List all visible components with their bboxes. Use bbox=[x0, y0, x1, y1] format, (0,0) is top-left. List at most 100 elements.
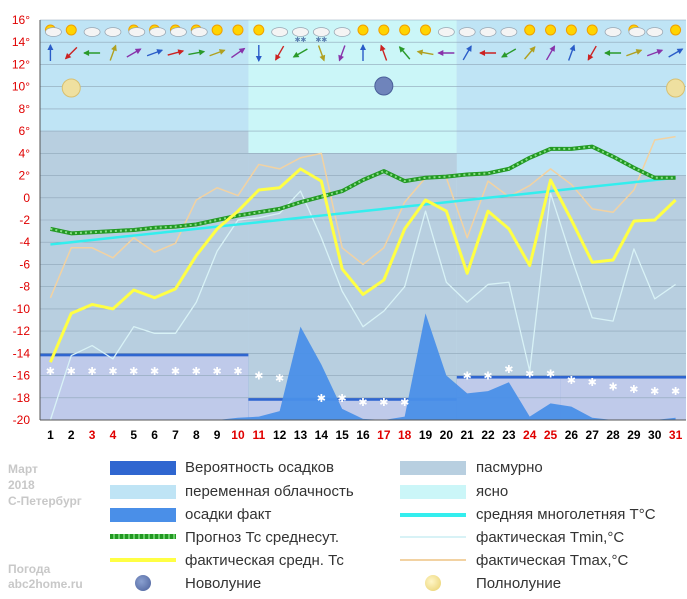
snow-marker: ✱ bbox=[358, 396, 367, 409]
wind-arrow-head bbox=[292, 51, 300, 58]
wind-arrow-icon bbox=[479, 50, 497, 56]
forecast-line-dots bbox=[50, 145, 676, 235]
snow-icon: ✱✱ bbox=[295, 36, 307, 44]
sun-icon bbox=[378, 24, 390, 36]
x-tick-label: 24 bbox=[523, 428, 537, 442]
norm-line bbox=[50, 176, 676, 246]
x-tick-label: 11 bbox=[252, 428, 265, 442]
x-tick-label: 7 bbox=[172, 428, 179, 442]
wind-arrow-head bbox=[656, 49, 664, 55]
snow-marker: ✱ bbox=[338, 392, 347, 405]
snow-marker: ✱ bbox=[213, 365, 222, 378]
wind-arrow-icon bbox=[646, 49, 664, 57]
x-tick-label: 12 bbox=[273, 428, 287, 442]
wind-arrow-head bbox=[479, 50, 486, 56]
legend-swatch-overcast bbox=[400, 461, 466, 475]
wind-arrow-head bbox=[198, 49, 206, 56]
full-moon-icon bbox=[666, 78, 686, 98]
sun-icon bbox=[565, 24, 577, 36]
cloud-icon bbox=[312, 27, 330, 37]
snow-marker: ✱ bbox=[546, 367, 555, 380]
x-tick-label: 3 bbox=[89, 428, 96, 442]
x-tick-label: 18 bbox=[398, 428, 412, 442]
cloud-icon bbox=[190, 27, 208, 37]
sun-icon bbox=[420, 24, 432, 36]
legend-label-variable: переменная облачность bbox=[185, 483, 354, 500]
y-tick-label: 2° bbox=[19, 169, 31, 183]
sun-icon bbox=[670, 24, 682, 36]
wind-arrow-icon bbox=[47, 44, 54, 61]
sun-icon bbox=[545, 24, 557, 36]
snow-marker: ✱ bbox=[608, 381, 617, 394]
snow-marker: ✱ bbox=[504, 363, 513, 376]
x-tick-label: 17 bbox=[377, 428, 391, 442]
legend-swatch-clear bbox=[400, 485, 466, 499]
full-moon-icon bbox=[61, 78, 81, 98]
y-tick-label: -8 bbox=[19, 280, 30, 294]
legend-swatch-precip-prob bbox=[110, 461, 176, 475]
actual-avg-line bbox=[49, 167, 677, 363]
cloud-icon bbox=[83, 27, 101, 37]
y-tick-label: 10° bbox=[12, 80, 30, 94]
weather-chart: ✱ ✱ ✱ ✱ ✱ ✱ ✱ ✱ ✱ ✱ ✱ ✱✱ ✱ ✱ ✱ ✱✱ ✱✱ ✱ ✱✱ ✱ ✱ ✱ ✱ ✱✱✱ ✱✱16°14°12… bbox=[12, 13, 686, 442]
cloud-icon bbox=[170, 27, 187, 37]
x-tick-label: 30 bbox=[648, 428, 662, 442]
legend-swatch-tmin bbox=[400, 536, 466, 538]
wind-arrow-head bbox=[604, 50, 611, 56]
legend-swatch-actual-avg bbox=[110, 558, 176, 562]
wind-arrow-icon bbox=[126, 48, 142, 58]
y-tick-label: 8° bbox=[19, 102, 31, 116]
x-tick-label: 9 bbox=[214, 428, 221, 442]
sun-icon bbox=[253, 24, 265, 36]
wind-arrow-head bbox=[275, 54, 281, 61]
caption-month: Март bbox=[8, 462, 38, 476]
legend-label-actual-avg: фактическая средн. Тс bbox=[185, 552, 344, 569]
y-tick-label: 0 bbox=[23, 191, 30, 205]
cloud-icon bbox=[45, 27, 62, 37]
cloud-icon bbox=[128, 27, 146, 37]
x-tick-label: 23 bbox=[502, 428, 516, 442]
cloud-icon bbox=[271, 27, 289, 37]
cloud-icon bbox=[628, 27, 646, 37]
wind-arrow-icon bbox=[360, 44, 366, 61]
wind-arrow-icon bbox=[317, 45, 326, 62]
cloud-icon bbox=[500, 27, 518, 37]
sun-icon bbox=[232, 24, 244, 36]
wind-arrow-icon bbox=[398, 46, 411, 60]
precip-probability-fill bbox=[40, 356, 249, 420]
x-tick-label: 2 bbox=[68, 428, 75, 442]
caption-city: С-Петербург bbox=[8, 494, 82, 508]
x-tick-label: 10 bbox=[231, 428, 245, 442]
legend-swatch-forecast bbox=[110, 534, 176, 539]
wind-arrow-head bbox=[255, 56, 262, 62]
wind-arrow-icon bbox=[587, 45, 597, 61]
legend-label-tmin: фактическая Tmin,°C bbox=[476, 529, 625, 546]
x-tick-label: 21 bbox=[461, 428, 475, 442]
x-tick-label: 8 bbox=[193, 428, 200, 442]
snow-marker: ✱ bbox=[67, 365, 76, 378]
wind-arrow-head bbox=[529, 46, 536, 53]
wind-arrow-icon bbox=[338, 45, 346, 62]
y-tick-label: -16 bbox=[13, 369, 31, 383]
wind-arrow-icon bbox=[146, 49, 164, 57]
snow-marker: ✱ bbox=[483, 370, 492, 383]
wind-arrow-icon bbox=[567, 44, 576, 61]
wind-arrow-head bbox=[466, 45, 472, 52]
x-tick-label: 26 bbox=[565, 428, 579, 442]
cloud-icon bbox=[333, 27, 351, 37]
legend-swatch-norm bbox=[400, 513, 466, 517]
wind-arrow-icon bbox=[626, 49, 643, 57]
snow-marker: ✱ bbox=[192, 365, 201, 378]
wind-arrow-icon bbox=[231, 47, 246, 59]
sun-icon bbox=[399, 24, 411, 36]
legend-label-clear: ясно bbox=[476, 483, 509, 500]
wind-arrow-icon bbox=[437, 50, 455, 56]
wind-arrow-head bbox=[111, 44, 117, 52]
wind-arrow-head bbox=[635, 49, 643, 55]
wind-arrow-icon bbox=[209, 49, 226, 57]
wind-arrow-head bbox=[587, 54, 594, 61]
snow-marker: ✱ bbox=[46, 365, 55, 378]
wind-arrow-head bbox=[676, 48, 684, 55]
x-tick-label: 13 bbox=[294, 428, 308, 442]
wind-arrow-head bbox=[437, 50, 444, 56]
